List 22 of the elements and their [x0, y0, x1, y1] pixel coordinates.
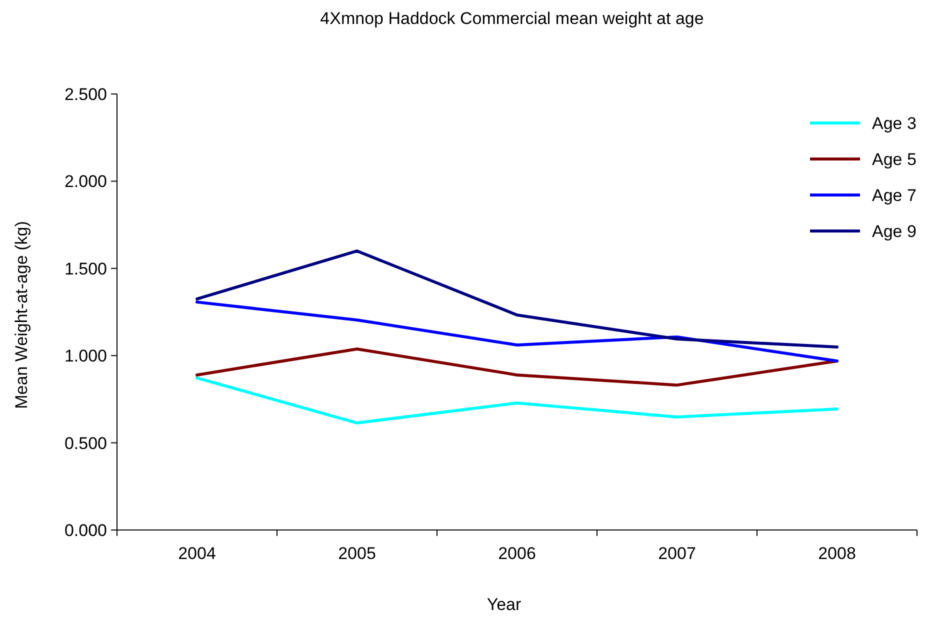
x-tick-label: 2004: [178, 544, 216, 563]
y-tick-label: 1.000: [64, 346, 107, 366]
y-tick-label: 2.000: [64, 172, 107, 192]
x-tick-label: 2008: [818, 544, 856, 563]
x-tick-label: 2006: [498, 544, 536, 563]
legend-label: Age 7: [872, 186, 916, 205]
legend-label: Age 5: [872, 150, 916, 169]
y-tick-label: 1.500: [64, 259, 107, 278]
y-axis-title: Mean Weight-at-age (kg): [12, 221, 31, 409]
legend-label: Age 9: [872, 222, 916, 241]
line-series: [196, 347, 838, 387]
legend-label: Age 3: [872, 114, 916, 133]
x-tick-label: 2007: [658, 544, 696, 563]
chart-title: 4Xmnop Haddock Commercial mean weight at age: [320, 9, 704, 28]
x-axis-title: Year: [486, 595, 522, 614]
y-tick-label: 0.000: [64, 520, 107, 540]
y-tick-label: 2.500: [64, 84, 107, 104]
x-tick-label: 2005: [338, 544, 376, 563]
line-series: [196, 300, 838, 363]
line-series: [196, 376, 838, 424]
line-series: [196, 249, 838, 349]
y-tick-label: 0.500: [64, 434, 107, 453]
